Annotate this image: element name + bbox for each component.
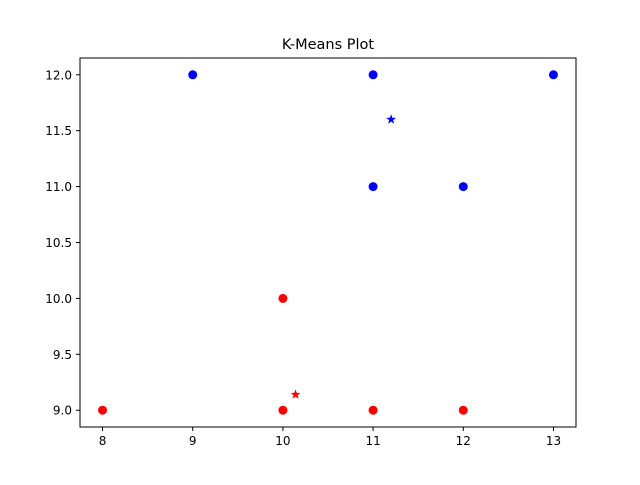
- y-tick-label: 11.5: [45, 124, 72, 138]
- chart-title: K-Means Plot: [282, 37, 375, 53]
- series-2-star-group: [290, 389, 301, 399]
- x-tick-label: 9: [189, 434, 197, 448]
- y-tick-label: 11.0: [45, 180, 72, 194]
- data-point: [98, 405, 108, 415]
- data-point: [188, 70, 198, 80]
- y-tick-label: 12.0: [45, 68, 72, 82]
- x-tick-label: 11: [365, 434, 380, 448]
- data-point: [278, 405, 288, 415]
- series-1-circle-group: [188, 70, 558, 192]
- y-tick-label: 9.5: [53, 348, 72, 362]
- data-point: [368, 182, 378, 192]
- x-tick-label: 12: [456, 434, 471, 448]
- centroid-star-marker: [290, 389, 301, 399]
- data-point: [278, 293, 288, 303]
- x-tick-label: 13: [546, 434, 561, 448]
- x-tick-label: 10: [275, 434, 290, 448]
- axis-ticks: 8 9 10 11 12 13 9.0 9.5 10.0 10.5 11.0 11.5 12.0: [45, 68, 561, 448]
- data-point: [458, 405, 468, 415]
- data-point: [368, 70, 378, 80]
- data-point: [548, 70, 558, 80]
- x-tick-label: 8: [99, 434, 107, 448]
- data-points: [98, 70, 558, 415]
- centroid-star-marker: [386, 114, 397, 124]
- data-point: [458, 182, 468, 192]
- axes-frame: [79, 57, 577, 428]
- y-tick-label: 9.0: [53, 404, 72, 418]
- y-tick-label: 10.5: [45, 236, 72, 250]
- data-point: [368, 405, 378, 415]
- series-3-star-group: [386, 114, 397, 124]
- y-tick-label: 10.0: [45, 292, 72, 306]
- series-0-circle-group: [98, 293, 468, 415]
